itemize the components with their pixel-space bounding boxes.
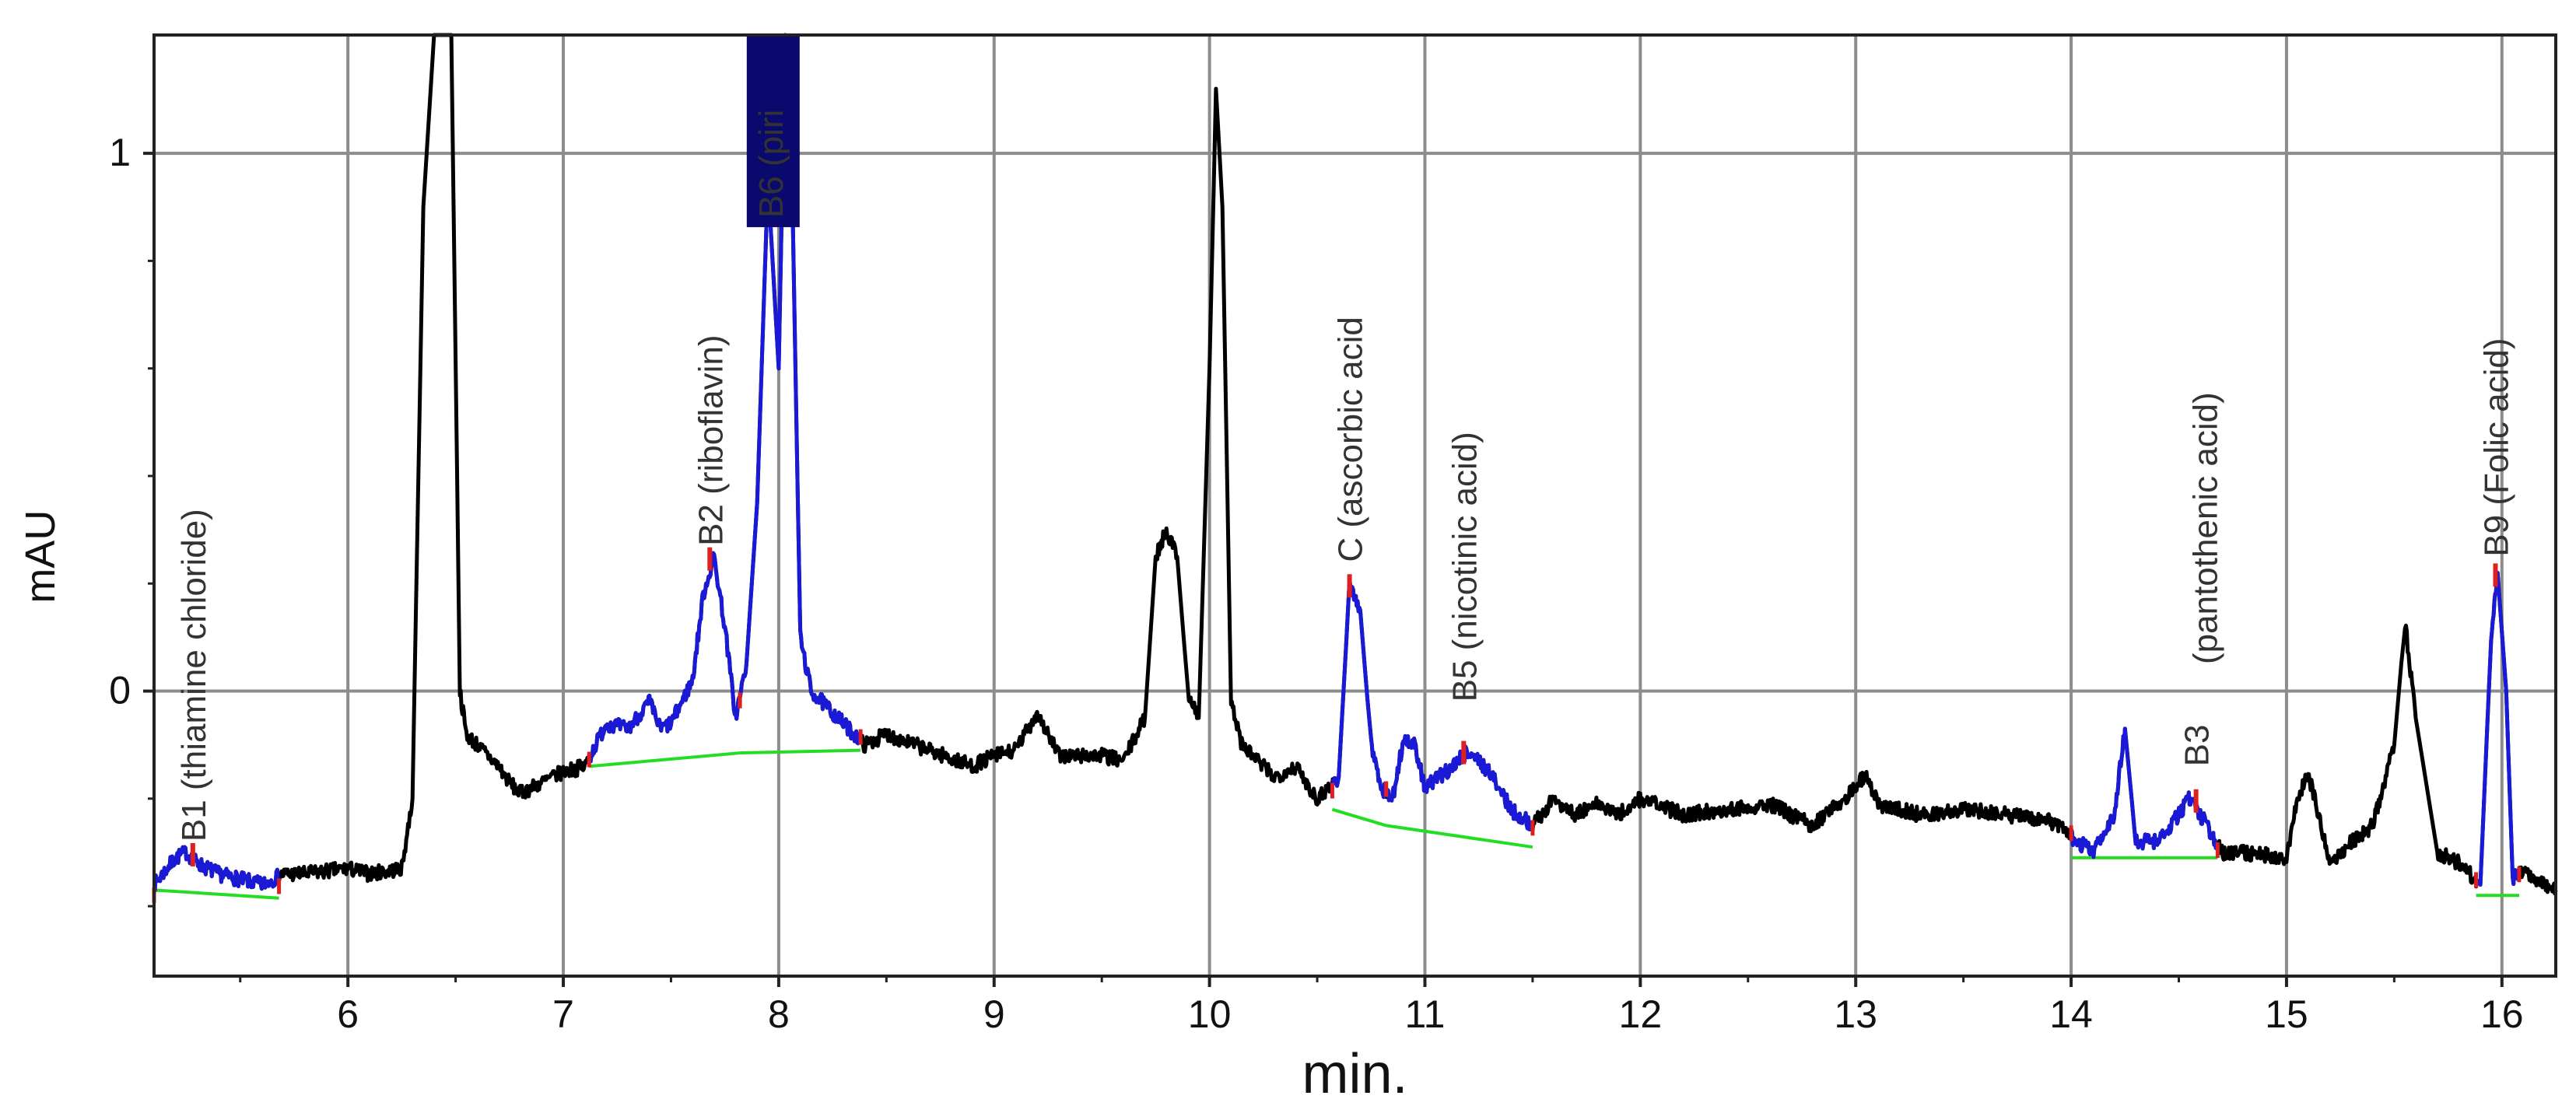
x-tick-label: 10 xyxy=(1188,992,1232,1036)
baseline-segments xyxy=(153,748,2519,900)
x-tick-label: 15 xyxy=(2265,992,2308,1036)
x-tick-label: 12 xyxy=(1619,992,1663,1036)
peak-baseline xyxy=(589,751,741,768)
peak-label: B6 (piri xyxy=(752,110,790,218)
peak-label: (pantothenic acid) xyxy=(2187,392,2225,664)
highlighted-label-box xyxy=(746,33,800,228)
peak-label: B2 (riboflavin) xyxy=(692,334,730,545)
x-tick-label: 7 xyxy=(552,992,574,1036)
y-axis-title: mAU xyxy=(17,510,64,604)
peak-markers xyxy=(152,170,2522,903)
peak-label: B9 (Folic acid) xyxy=(2477,338,2515,556)
x-tick-label: 9 xyxy=(983,992,1005,1036)
x-axis-title: min. xyxy=(1302,1043,1407,1105)
peak-baseline xyxy=(1331,807,1387,828)
x-tick-label: 14 xyxy=(2049,992,2093,1036)
peak-baseline xyxy=(1386,824,1533,849)
peak-region-trace xyxy=(738,33,863,746)
axis-ticks: 6 7 8 9 10 11 12 13 14 15 16 0 1 xyxy=(109,131,2523,1036)
peak-baseline xyxy=(740,748,861,755)
peak-region-trace xyxy=(1330,578,1388,800)
peak-label: B5 (nicotinic acid) xyxy=(1446,432,1484,702)
x-tick-label: 13 xyxy=(1834,992,1877,1036)
y-tick-label: 0 xyxy=(109,669,131,712)
plot-frame xyxy=(152,33,2557,978)
peak-region-trace xyxy=(152,845,281,893)
x-tick-label: 11 xyxy=(1405,992,1446,1036)
peak-region-trace xyxy=(588,551,741,764)
peak-region-trace xyxy=(1384,733,1535,831)
peak-label: C (ascorbic acid xyxy=(1332,317,1370,562)
peak-labels: B1 (thiamine chloride) B2 (riboflavin) B6 … xyxy=(175,33,2515,842)
x-tick-label: 6 xyxy=(337,992,359,1036)
peak-label: B3 xyxy=(2178,725,2217,767)
y-tick-label: 1 xyxy=(109,131,131,174)
peak-baseline xyxy=(153,888,279,900)
x-tick-label: 8 xyxy=(768,992,790,1036)
x-tick-label: 16 xyxy=(2480,992,2524,1036)
peak-label: B1 (thiamine chloride) xyxy=(175,509,213,842)
